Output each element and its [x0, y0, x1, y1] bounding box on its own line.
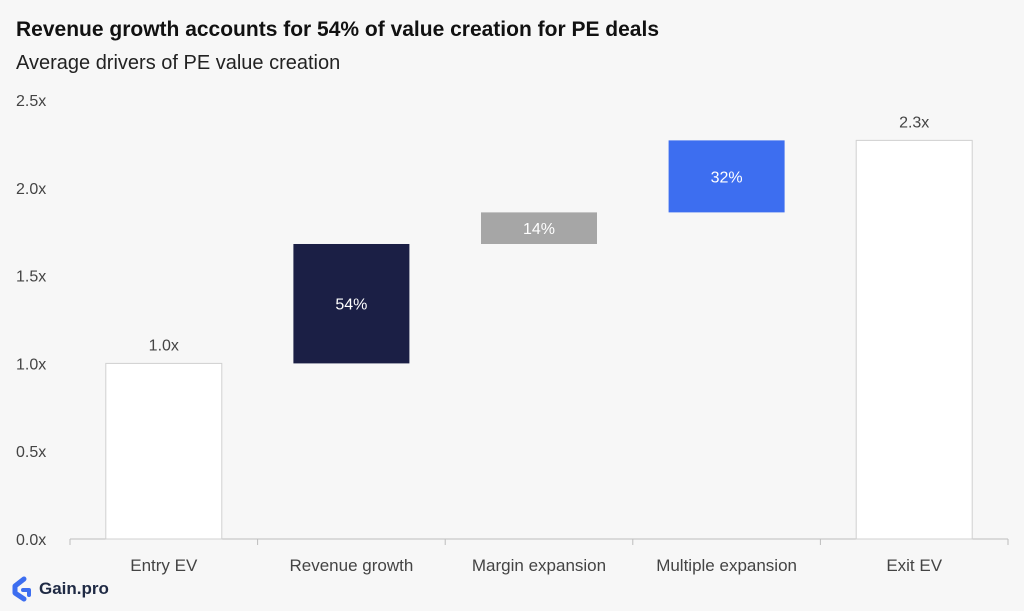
gain-pro-logo: Gain.pro — [10, 576, 109, 602]
bar-revenue-growth — [293, 243, 410, 364]
y-tick-label: 0.0x — [16, 532, 46, 549]
bar-multiple-expansion — [668, 140, 785, 213]
category-label: Margin expansion — [472, 556, 606, 575]
y-tick-label: 2.0x — [16, 181, 46, 198]
y-tick-label: 1.0x — [16, 356, 46, 373]
data-label: 14% — [523, 221, 555, 238]
x-axis-ticks — [69, 539, 1009, 545]
bar-exit-ev — [855, 139, 973, 540]
chart-subtitle: Average drivers of PE value creation — [16, 52, 341, 74]
y-axis-labels: 0.0x 0.5x 1.0x 1.5x 2.0x 2.5x — [16, 93, 46, 549]
data-label: 1.0x — [149, 337, 179, 354]
y-tick-label: 2.5x — [16, 93, 46, 110]
bar-margin-expansion — [481, 212, 597, 244]
y-tick-label: 1.5x — [16, 269, 46, 286]
y-tick-label: 0.5x — [16, 444, 46, 461]
logo-text: Gain.pro — [39, 579, 109, 598]
category-labels: Entry EV Revenue growth Margin expansion Mu… — [130, 556, 942, 575]
bar-entry-ev — [105, 362, 223, 540]
bars: 1.0x 54% 14% 32% 2.3x — [105, 114, 973, 540]
category-label: Exit EV — [886, 556, 942, 575]
data-label: 32% — [711, 169, 743, 186]
category-label: Revenue growth — [289, 556, 413, 575]
gain-logo-icon — [12, 576, 31, 602]
category-label: Entry EV — [130, 556, 198, 575]
chart-title: Revenue growth accounts for 54% of value… — [16, 18, 660, 41]
data-label: 54% — [335, 297, 367, 314]
data-label: 2.3x — [899, 114, 929, 131]
category-label: Multiple expansion — [656, 556, 797, 575]
